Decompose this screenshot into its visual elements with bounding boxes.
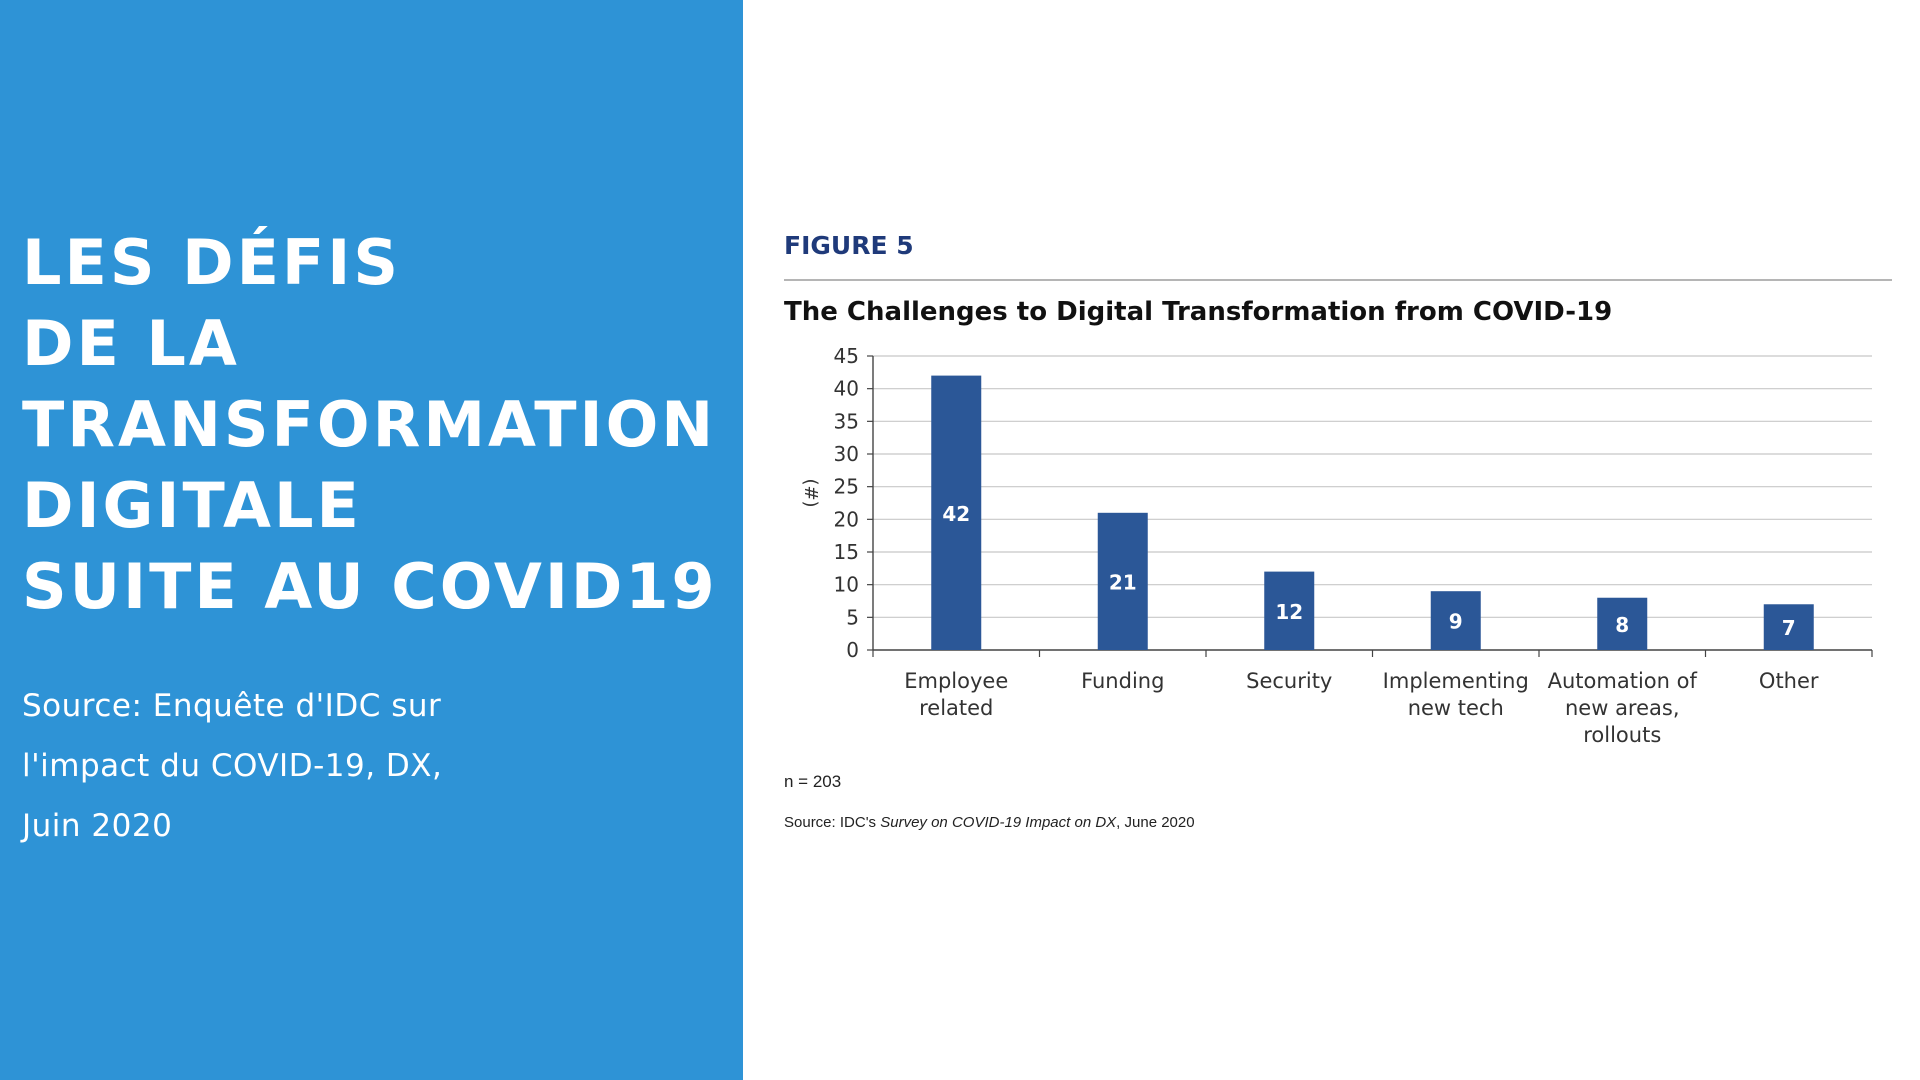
bar-value-label: 21 <box>1109 570 1137 594</box>
headline-line-2: DE LA <box>22 307 240 380</box>
y-tick-label: 45 <box>834 344 859 368</box>
bar-value-label: 9 <box>1449 610 1463 634</box>
bar <box>1597 597 1648 650</box>
y-tick-label: 35 <box>834 409 859 433</box>
category-label: Employee related <box>904 669 1008 720</box>
category-label-line: Security <box>1246 669 1332 693</box>
category-label: Other <box>1759 669 1819 693</box>
category-label-line: new tech <box>1408 696 1504 720</box>
headline-line-3: TRANSFORMATION <box>22 388 717 461</box>
headline-line-4: DIGITALE <box>22 469 362 542</box>
y-tick-label: 40 <box>834 377 859 401</box>
y-tick-label: 5 <box>846 605 859 629</box>
bar-value-label: 8 <box>1615 613 1629 637</box>
category-label: Automation of new areas, rollouts <box>1548 669 1698 747</box>
figure-source-suffix: , June 2020 <box>1116 814 1195 831</box>
bar-value-label: 42 <box>942 502 970 526</box>
bar <box>1097 512 1148 650</box>
headline: LES DÉFIS DE LA TRANSFORMATION DIGITALE … <box>22 222 718 627</box>
bar <box>1763 604 1814 650</box>
headline-line-1: LES DÉFIS <box>22 226 401 299</box>
source-line-3: Juin 2020 <box>22 808 173 844</box>
category-label-line: Automation of <box>1548 669 1698 693</box>
category-label-line: Funding <box>1081 669 1164 693</box>
category-label-line: new areas, <box>1565 696 1680 720</box>
bar <box>1430 591 1481 650</box>
y-tick-label: 20 <box>834 507 859 531</box>
bar <box>931 375 982 650</box>
headline-line-5: SUITE AU COVID19 <box>22 550 718 623</box>
source-line-2: l'impact du COVID-19, DX, <box>22 748 443 784</box>
bar-value-label: 12 <box>1275 600 1303 624</box>
category-label-line: Implementing <box>1383 669 1529 693</box>
figure-source-title: Survey on COVID-19 Impact on DX <box>880 814 1117 831</box>
chart-title: The Challenges to Digital Transformation… <box>784 297 1613 327</box>
left-panel: LES DÉFIS DE LA TRANSFORMATION DIGITALE … <box>0 0 743 1080</box>
category-label-line: rollouts <box>1583 723 1661 747</box>
category-label-line: related <box>919 696 993 720</box>
figure-divider <box>784 279 1892 281</box>
y-tick-label: 15 <box>834 540 859 564</box>
category-label-line: Employee <box>904 669 1008 693</box>
y-axis-title: (#) <box>800 478 821 507</box>
figure-source-note: Source: IDC's Survey on COVID-19 Impact … <box>784 814 1195 831</box>
category-label: Funding <box>1081 669 1164 693</box>
category-label: Implementing new tech <box>1383 669 1529 720</box>
source-line-1: Source: Enquête d'IDC sur <box>22 688 442 724</box>
category-label-line: Other <box>1759 669 1819 693</box>
y-tick-label: 10 <box>834 573 859 597</box>
source-text: Source: Enquête d'IDC sur l'impact du CO… <box>22 676 722 856</box>
bar-chart: 0 5 10 15 20 25 30 35 40 45 (#) 42 Employee related 21… <box>800 344 1873 747</box>
y-tick-label: 30 <box>834 442 859 466</box>
category-label: Security <box>1246 669 1332 693</box>
sample-size-note: n = 203 <box>784 772 842 791</box>
bar-value-label: 7 <box>1782 616 1796 640</box>
figure-label: FIGURE 5 <box>784 231 914 260</box>
y-tick-label: 25 <box>834 475 859 499</box>
bar <box>1264 571 1315 650</box>
y-tick-label: 0 <box>846 638 859 662</box>
figure-source-prefix: Source: IDC's <box>784 814 881 831</box>
